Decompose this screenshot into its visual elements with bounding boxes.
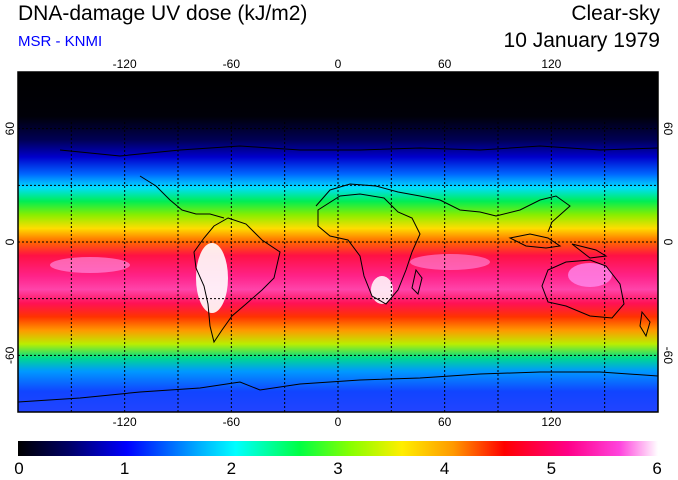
lat-tick-label-right: 0 <box>661 239 675 246</box>
lon-tick-label-bottom: -60 <box>223 415 241 429</box>
lon-tick-label-top: -120 <box>113 57 137 71</box>
source-label: MSR - KNMI <box>18 33 103 50</box>
central-america-coast <box>139 175 225 219</box>
antarctica-coast <box>18 371 658 403</box>
colorbar <box>18 441 658 456</box>
colorbar-label: 1 <box>119 459 130 478</box>
lat-tick-label-right: -60 <box>661 347 675 365</box>
lon-tick-label-bottom: 120 <box>541 415 561 429</box>
southeast-asia-islands <box>508 233 608 259</box>
coastlines <box>18 145 658 403</box>
lon-tick-label-bottom: 60 <box>438 415 452 429</box>
lon-tick-label-top: 60 <box>438 57 452 71</box>
map-frame <box>17 71 659 413</box>
colorbar-label: 4 <box>439 459 450 478</box>
sky-condition-label: Clear-sky <box>571 2 660 25</box>
colorbar-label: 2 <box>226 459 237 478</box>
lon-tick-label-top: -60 <box>223 57 241 71</box>
new-zealand-coast <box>639 310 651 338</box>
graticule <box>18 122 658 412</box>
africa-coast <box>317 193 421 305</box>
axis-ticks: -120 -120 -60 -60 0 0 60 60 120 120 60 60 0 0 -60 -60 <box>3 57 675 429</box>
lat-tick-label-right: 60 <box>661 122 675 136</box>
lat-tick-label-left: 60 <box>3 122 17 136</box>
south-america-coast <box>193 217 281 344</box>
uv-hotspots <box>50 243 612 313</box>
lon-tick-label-top: 120 <box>541 57 561 71</box>
colorbar-label: 6 <box>652 459 662 478</box>
madagascar-coast <box>411 268 423 295</box>
colorbar-label: 5 <box>546 459 557 478</box>
lat-tick-label-left: 0 <box>3 238 17 245</box>
asia-coast <box>439 195 571 233</box>
arctic-coast <box>59 145 658 157</box>
colorbar-label: 0 <box>14 459 24 478</box>
colorbar-label: 3 <box>333 459 343 478</box>
australia-coast <box>541 259 625 319</box>
lon-tick-label-bottom: -120 <box>113 415 137 429</box>
date-label: 10 January 1979 <box>503 29 660 52</box>
lon-tick-label-top: 0 <box>335 57 342 71</box>
lat-tick-label-left: -60 <box>3 346 17 364</box>
map-title: DNA-damage UV dose (kJ/m2) <box>18 2 308 25</box>
europe-coast <box>315 183 441 207</box>
lon-tick-label-bottom: 0 <box>335 415 342 429</box>
